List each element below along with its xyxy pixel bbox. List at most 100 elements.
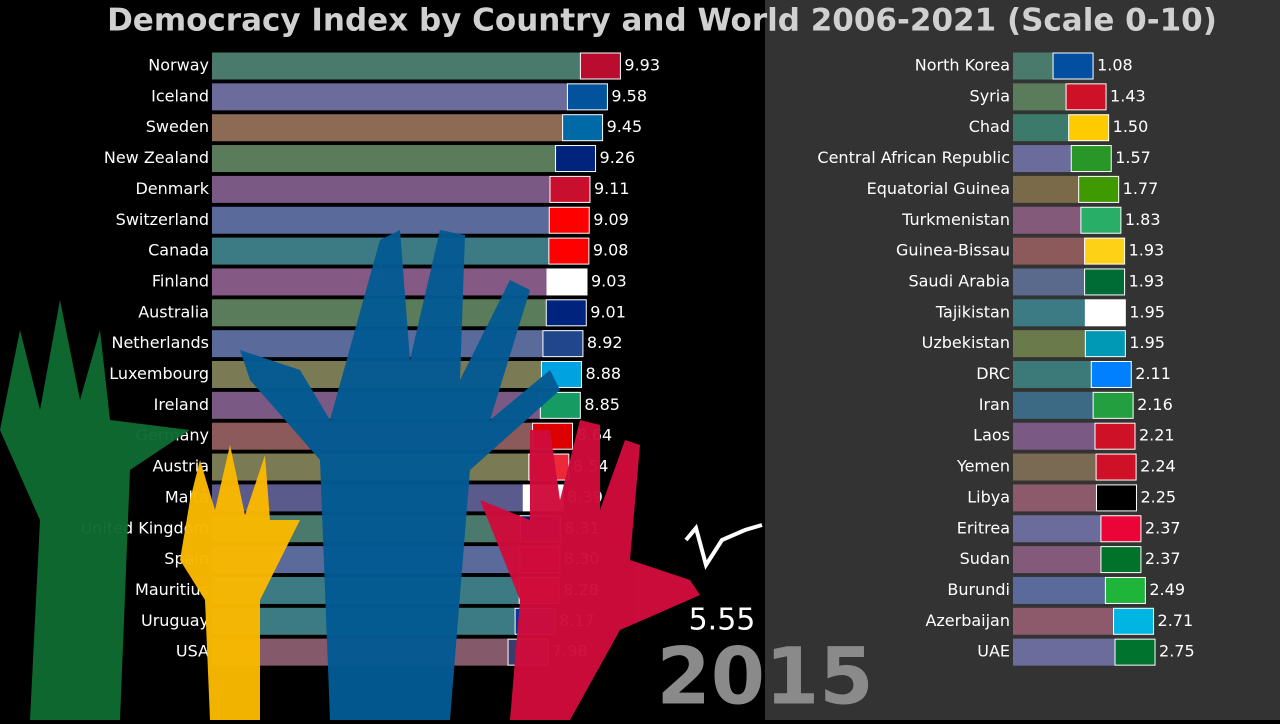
category-label: Norway xyxy=(148,56,209,75)
flag xyxy=(579,52,621,80)
flag xyxy=(549,175,591,203)
flag xyxy=(1100,546,1142,574)
value-label: 2.21 xyxy=(1139,426,1175,445)
flag xyxy=(562,114,604,142)
category-label: Azerbaijan xyxy=(925,611,1010,630)
flag xyxy=(1113,607,1155,635)
category-label: Libya xyxy=(967,487,1010,506)
flag xyxy=(1104,576,1146,604)
value-label: 1.93 xyxy=(1129,271,1165,290)
category-label: North Korea xyxy=(915,56,1010,75)
flag xyxy=(1100,515,1142,543)
bar xyxy=(1013,52,1054,80)
value-label: 2.49 xyxy=(1149,580,1185,599)
value-label: 2.75 xyxy=(1159,642,1195,661)
bar xyxy=(212,175,550,203)
world-trend-line xyxy=(684,523,763,570)
bar xyxy=(1013,114,1069,142)
value-label: 9.93 xyxy=(624,56,660,75)
category-label: Turkmenistan xyxy=(901,210,1010,229)
category-label: New Zealand xyxy=(104,148,209,167)
flag xyxy=(546,268,588,296)
flag xyxy=(545,299,587,327)
flag xyxy=(1092,391,1134,419)
category-label: USA xyxy=(176,642,209,661)
value-label: 9.01 xyxy=(590,302,626,321)
category-label: Syria xyxy=(970,86,1010,105)
category-label: Chad xyxy=(969,117,1010,136)
flag xyxy=(1095,484,1137,512)
flag xyxy=(1090,361,1132,388)
category-label: Iran xyxy=(979,395,1010,414)
bar xyxy=(212,52,581,80)
value-label: 1.95 xyxy=(1129,302,1165,321)
flag xyxy=(1078,175,1120,203)
world-average: 5.55 xyxy=(689,603,756,638)
category-label: Equatorial Guinea xyxy=(867,179,1010,198)
bar xyxy=(1013,206,1081,234)
category-label: DRC xyxy=(976,364,1010,383)
value-label: 8.85 xyxy=(584,395,620,414)
category-label: Austria xyxy=(152,457,209,476)
bar xyxy=(1013,638,1116,666)
value-label: 8.88 xyxy=(585,364,621,383)
category-label: Tajikistan xyxy=(935,302,1010,321)
value-label: 2.24 xyxy=(1140,457,1176,476)
value-label: 1.83 xyxy=(1125,210,1161,229)
bar xyxy=(1013,237,1085,265)
value-label: 2.37 xyxy=(1145,518,1181,537)
value-label: 9.58 xyxy=(611,86,647,105)
bar xyxy=(212,114,563,142)
hands xyxy=(0,230,700,720)
category-label: Switzerland xyxy=(116,210,209,229)
category-label: Eritrea xyxy=(957,518,1010,537)
category-label: Laos xyxy=(973,426,1010,445)
year-label: 2015 xyxy=(656,632,873,720)
right-bars: North Korea 1.08 Syria 1.43 Chad 1.50 Central … xyxy=(817,52,1195,666)
flag xyxy=(1084,237,1126,265)
hand-blue xyxy=(240,230,560,720)
bar xyxy=(1013,422,1095,450)
category-label: Iceland xyxy=(151,86,209,105)
bar xyxy=(1013,299,1086,327)
value-label: 1.57 xyxy=(1115,148,1151,167)
value-label: 9.08 xyxy=(593,241,629,260)
flag xyxy=(548,206,590,234)
value-label: 2.71 xyxy=(1158,611,1194,630)
category-label: Netherlands xyxy=(111,333,209,352)
category-label: Ireland xyxy=(154,395,209,414)
flag xyxy=(1084,299,1126,327)
flag xyxy=(542,330,584,358)
flag xyxy=(1080,206,1122,234)
category-label: UAE xyxy=(977,642,1010,661)
category-label: Canada xyxy=(148,241,209,260)
category-label: Yemen xyxy=(956,457,1010,476)
flag xyxy=(1070,145,1112,173)
category-label: Uzbekistan xyxy=(922,333,1010,352)
category-label: Finland xyxy=(152,271,209,290)
value-label: 2.11 xyxy=(1135,364,1171,383)
value-label: 2.37 xyxy=(1145,549,1181,568)
value-label: 1.95 xyxy=(1129,333,1165,352)
value-label: 9.26 xyxy=(600,148,636,167)
flag xyxy=(1114,638,1156,666)
value-label: 9.03 xyxy=(591,271,627,290)
bar xyxy=(1013,391,1094,419)
bar xyxy=(1013,361,1092,388)
category-label: Denmark xyxy=(135,179,209,198)
category-label: Burundi xyxy=(947,580,1010,599)
bar xyxy=(1013,330,1086,358)
bar xyxy=(1013,145,1072,173)
bar xyxy=(1013,453,1097,481)
category-label: Australia xyxy=(138,302,209,321)
bar xyxy=(212,206,550,234)
flag xyxy=(1084,268,1126,296)
bar xyxy=(212,83,568,111)
bar xyxy=(1013,546,1101,574)
flag xyxy=(1094,422,1136,450)
hand-red xyxy=(480,420,700,720)
flag xyxy=(1068,114,1110,142)
bar xyxy=(1013,83,1067,111)
hand-yellow xyxy=(180,445,300,720)
